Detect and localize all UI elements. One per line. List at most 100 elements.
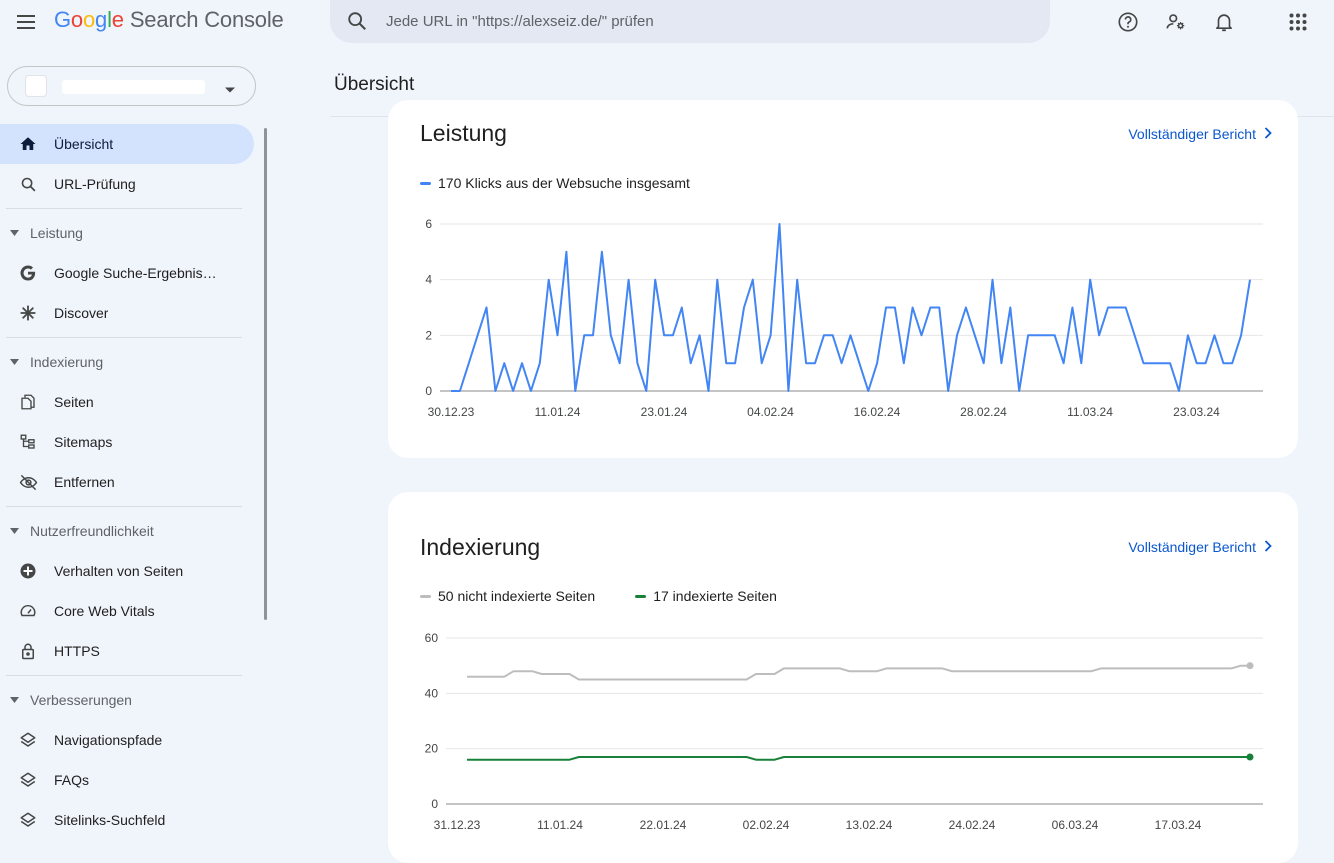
x-tick-label: 06.03.24 — [1052, 818, 1099, 832]
sidebar-scrollbar[interactable] — [264, 128, 267, 620]
indexing-full-report-link[interactable]: Vollständiger Bericht — [1128, 539, 1272, 555]
sidebar-item-label: Übersicht — [54, 136, 114, 152]
sidebar-item-label: Verhalten von Seiten — [54, 563, 184, 579]
sidebar-section-experience[interactable]: Nutzerfreundlichkeit — [0, 511, 262, 551]
legend-swatch — [635, 594, 647, 598]
logo-letter: o — [82, 7, 96, 32]
x-tick-label: 30.12.23 — [428, 405, 475, 419]
collapse-triangle-icon — [10, 228, 20, 238]
legend-item-indexed[interactable]: 17 indexierte Seiten — [635, 588, 777, 604]
sidebar-item-discover[interactable]: Discover — [0, 293, 254, 333]
sidebar-item-core-web-vitals[interactable]: Core Web Vitals — [0, 591, 254, 631]
sidebar-item-label: Core Web Vitals — [54, 603, 155, 619]
sidebar-item-label: Navigationspfade — [54, 732, 163, 748]
indexing-title: Indexierung — [420, 534, 541, 560]
x-tick-label: 11.03.24 — [1067, 405, 1113, 419]
sidebar-item-breadcrumbs[interactable]: Navigationspfade — [0, 720, 254, 760]
legend-label: 170 Klicks aus der Websuche insgesamt — [438, 175, 690, 191]
sidebar-item-google-search-results[interactable]: Google Suche-Ergebnis… — [0, 253, 254, 293]
url-inspection-search[interactable] — [330, 0, 1050, 43]
x-tick-label: 13.02.24 — [846, 818, 893, 832]
performance-title: Leistung — [420, 120, 507, 146]
notifications-icon[interactable] — [1211, 9, 1237, 35]
indexing-chart: 0 20 40 60 31.12.23 11.01.24 22.01.24 02.02.24 1… — [425, 631, 1263, 832]
chevron-down-icon — [224, 81, 236, 99]
x-tick-label: 17.03.24 — [1155, 818, 1202, 832]
legend-label: 17 indexierte Seiten — [653, 588, 777, 604]
x-tick-label: 24.02.24 — [949, 818, 996, 832]
apps-icon[interactable] — [1285, 9, 1311, 35]
sidebar-item-label: Google Suche-Ergebnis… — [54, 265, 217, 281]
sidebar-item-sitemaps[interactable]: Sitemaps — [0, 422, 254, 462]
full-report-label: Vollständiger Bericht — [1128, 126, 1256, 142]
performance-full-report-link[interactable]: Vollständiger Bericht — [1128, 126, 1272, 142]
legend-swatch — [420, 181, 431, 185]
series-end-point — [1246, 662, 1254, 670]
legend-label: 50 nicht indexierte Seiten — [438, 588, 596, 604]
chevron-right-icon — [1264, 126, 1272, 142]
home-icon — [18, 134, 38, 154]
collapse-triangle-icon — [10, 357, 20, 367]
y-tick-label: 0 — [425, 384, 432, 398]
sidebar-section-indexing[interactable]: Indexierung — [0, 342, 262, 382]
sidebar-item-overview[interactable]: Übersicht — [0, 124, 254, 164]
sidebar-section-label: Leistung — [30, 225, 83, 241]
collapse-triangle-icon — [10, 526, 20, 536]
property-favicon — [25, 75, 47, 97]
y-tick-label: 4 — [425, 273, 432, 287]
sidebar-section-enhancements[interactable]: Verbesserungen — [0, 680, 262, 720]
menu-icon[interactable] — [14, 11, 38, 33]
sidebar-item-sitelinks-searchbox[interactable]: Sitelinks-Suchfeld — [0, 800, 254, 840]
sidebar-section-label: Nutzerfreundlichkeit — [30, 523, 154, 539]
sidebar-item-pages[interactable]: Seiten — [0, 382, 254, 422]
plus-circle-icon — [18, 561, 38, 581]
search-input[interactable] — [386, 0, 1026, 42]
x-tick-label: 11.01.24 — [537, 818, 583, 832]
logo-letter: g — [95, 7, 108, 32]
sidebar-section-label: Indexierung — [30, 354, 104, 370]
legend-item-clicks[interactable]: 170 Klicks aus der Websuche insgesamt — [420, 175, 690, 191]
x-tick-label: 04.02.24 — [747, 405, 794, 419]
y-tick-label: 0 — [431, 797, 438, 811]
indexing-card: Indexierung Vollständiger Bericht 50 nic… — [388, 492, 1298, 863]
asterisk-icon — [18, 303, 38, 323]
manage-users-icon[interactable] — [1163, 9, 1189, 35]
sidebar-divider — [6, 675, 242, 676]
sidebar-section-performance[interactable]: Leistung — [0, 213, 262, 253]
search-icon — [346, 10, 368, 37]
sidebar-item-page-experience[interactable]: Verhalten von Seiten — [0, 551, 254, 591]
help-icon[interactable] — [1115, 9, 1141, 35]
speedometer-icon — [18, 601, 38, 621]
chevron-right-icon — [1264, 539, 1272, 555]
eye-off-icon — [18, 472, 38, 492]
search-icon — [18, 174, 38, 194]
sidebar-item-label: Sitelinks-Suchfeld — [54, 812, 166, 828]
x-tick-label: 02.02.24 — [743, 818, 790, 832]
layers-icon — [18, 810, 38, 830]
google-g-icon — [18, 263, 38, 283]
property-name-redacted — [62, 80, 205, 94]
logo-letter: l — [107, 7, 112, 32]
legend-item-not-indexed[interactable]: 50 nicht indexierte Seiten — [420, 588, 595, 604]
product-name: Search Console — [129, 7, 284, 32]
y-tick-label: 40 — [425, 686, 439, 700]
x-tick-label: 11.01.24 — [535, 405, 581, 419]
google-search-console-logo[interactable]: Google Search Console — [54, 7, 284, 33]
lock-icon — [18, 641, 38, 661]
sidebar-item-label: FAQs — [54, 772, 90, 788]
pages-icon — [18, 392, 38, 412]
sidebar-item-https[interactable]: HTTPS — [0, 631, 254, 671]
sidebar-item-faqs[interactable]: FAQs — [0, 760, 254, 800]
sidebar-item-removals[interactable]: Entfernen — [0, 462, 254, 502]
page-title: Übersicht — [334, 74, 415, 95]
logo-letter: e — [111, 7, 124, 32]
series-line — [451, 223, 1251, 392]
series-line — [467, 664, 1250, 681]
x-tick-label: 28.02.24 — [960, 405, 1007, 419]
x-tick-label: 22.01.24 — [640, 818, 687, 832]
sidebar-item-url-inspection[interactable]: URL-Prüfung — [0, 164, 254, 204]
property-selector[interactable] — [7, 66, 256, 106]
series-line — [467, 756, 1250, 761]
sidebar-item-label: Seiten — [54, 394, 94, 410]
y-tick-label: 2 — [425, 328, 432, 342]
